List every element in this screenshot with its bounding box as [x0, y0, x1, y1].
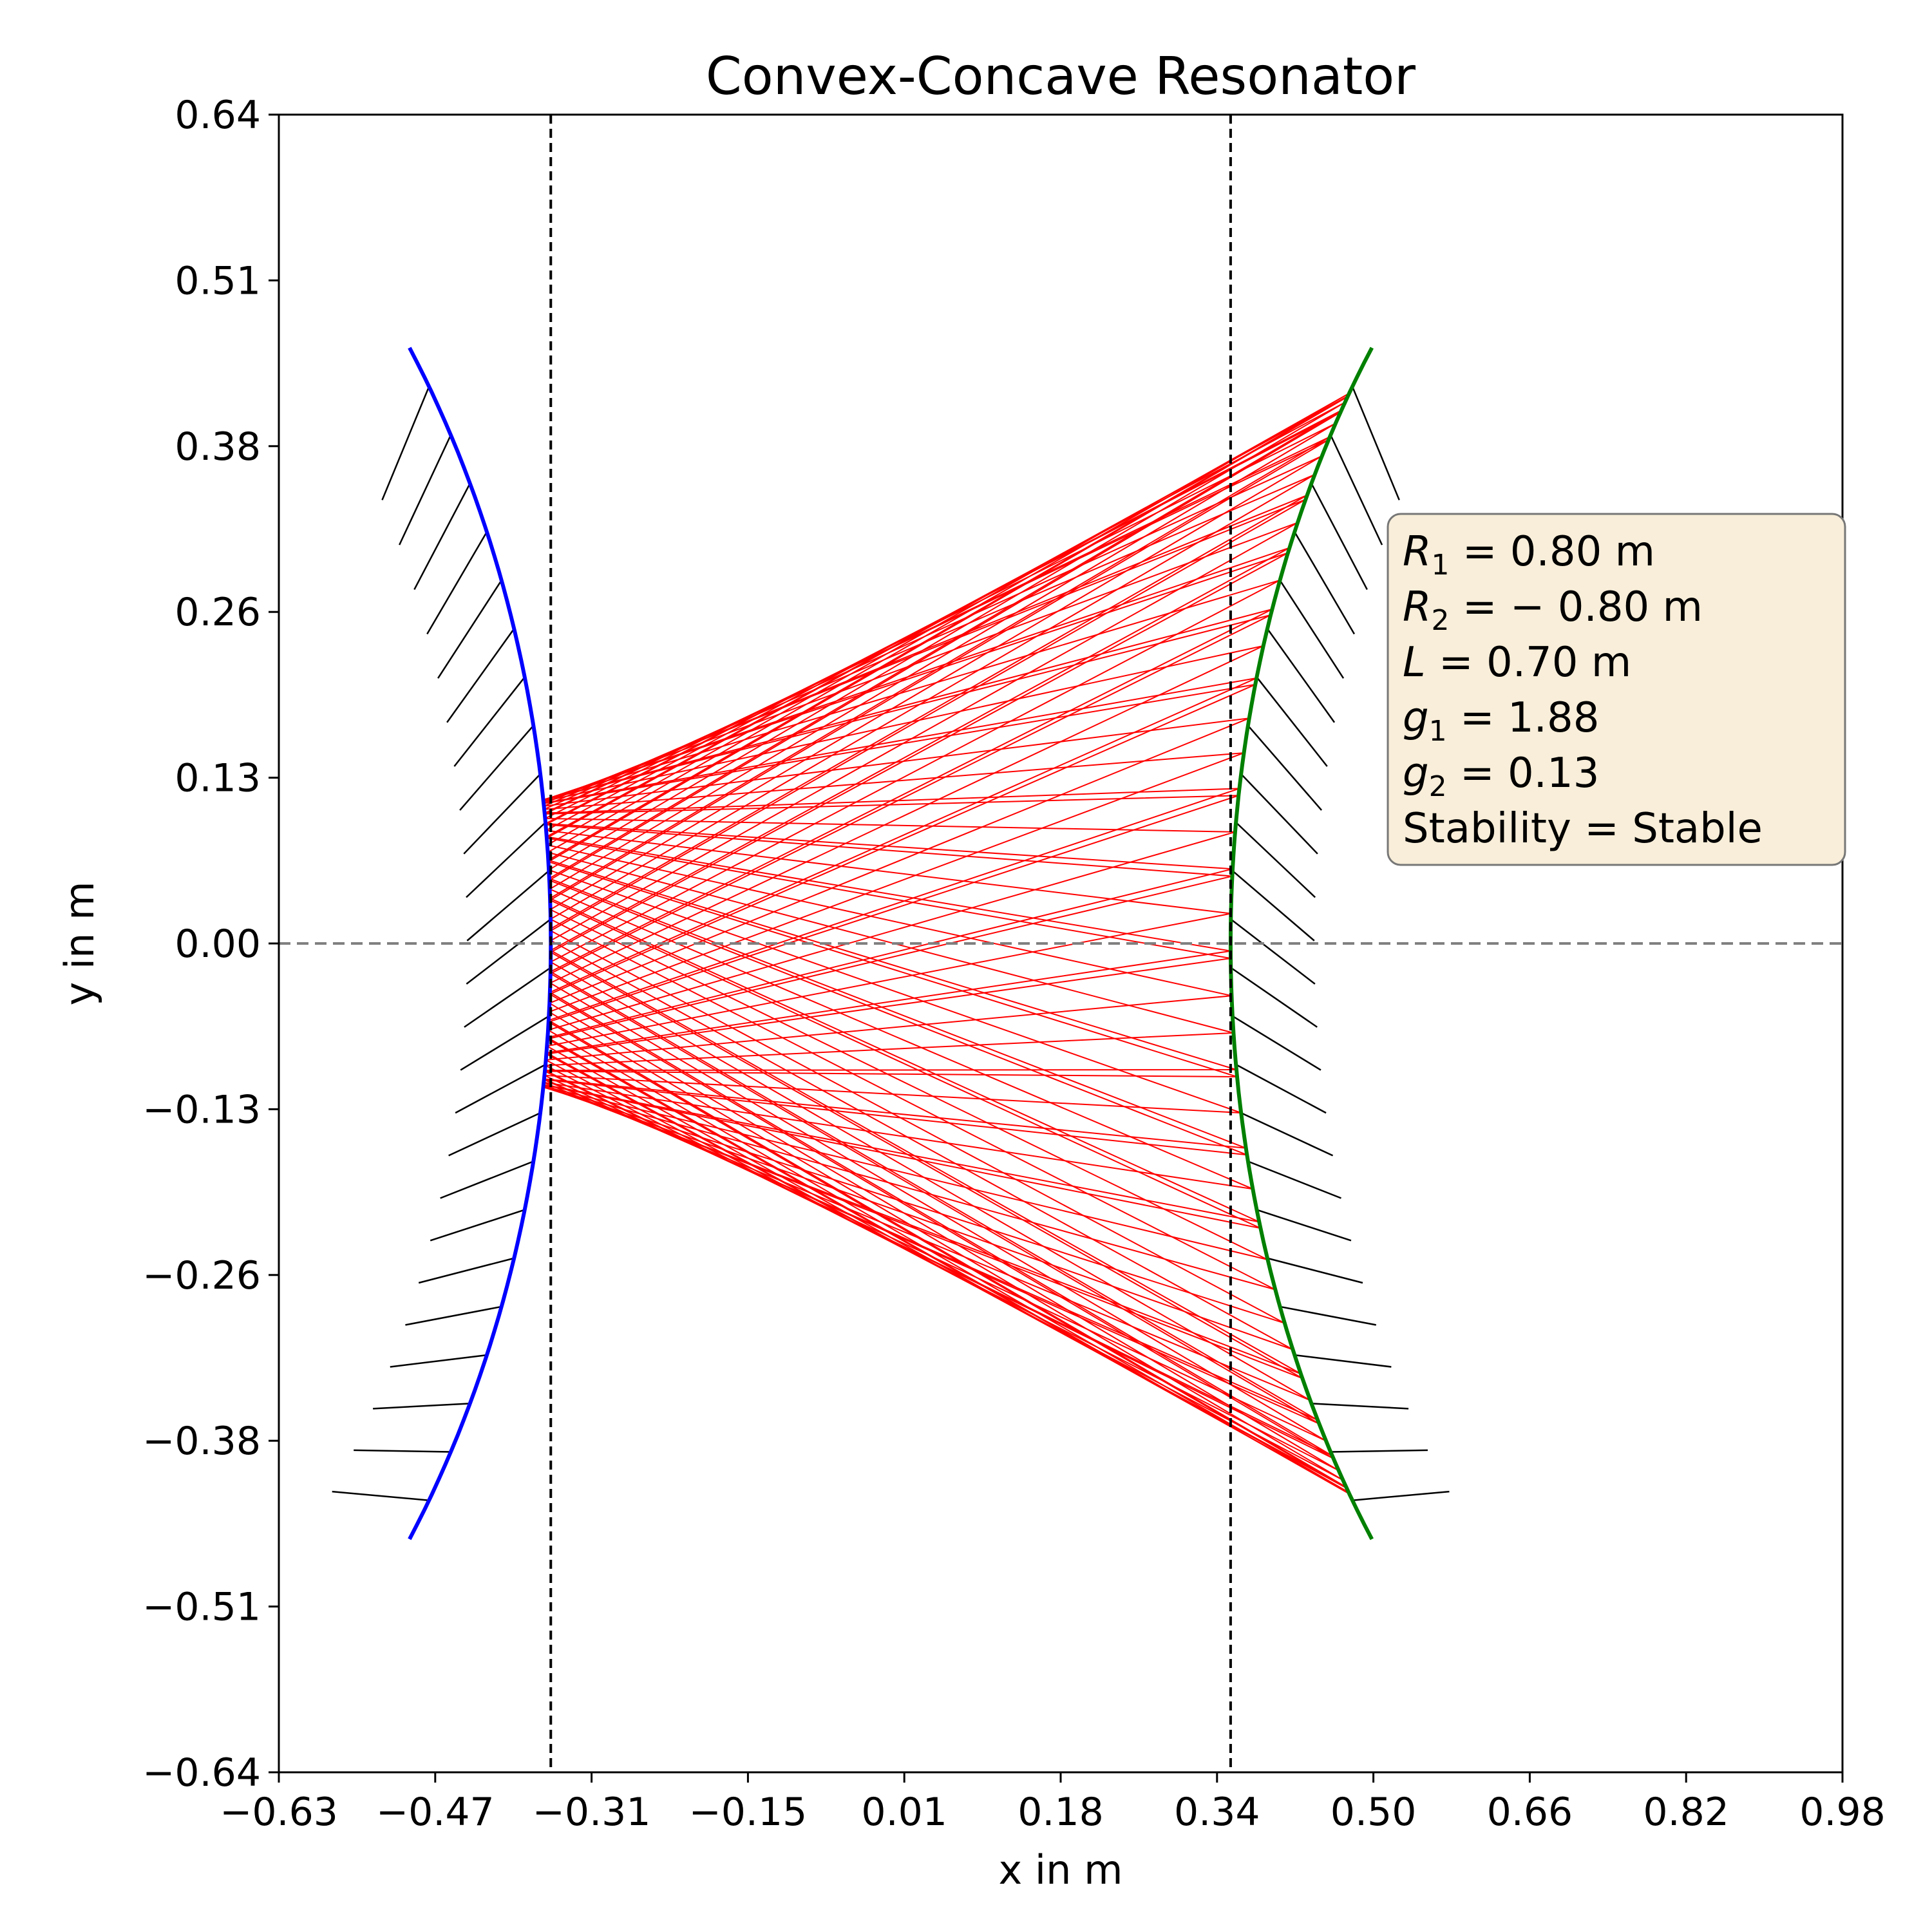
mirror-1-hatch — [464, 967, 551, 1028]
info-box-background — [1387, 513, 1846, 866]
mirror-2-hatch — [1247, 724, 1323, 811]
x-tick-label: 0.66 — [1487, 1790, 1573, 1835]
x-tick-label: −0.31 — [533, 1790, 651, 1835]
mirror-1-hatch — [418, 1257, 515, 1284]
mirror-1-hatch — [453, 676, 526, 767]
x-tick-label: 0.98 — [1799, 1790, 1886, 1835]
mirror-1-hatch — [332, 1490, 430, 1501]
x-tick-label: −0.47 — [376, 1790, 495, 1835]
y-tick-label: 0.38 — [175, 424, 261, 469]
x-tick-label: 0.82 — [1643, 1790, 1729, 1835]
mirror-2-hatch — [1311, 483, 1368, 591]
mirror-1-hatch — [446, 628, 515, 723]
mirror-2-hatch — [1351, 386, 1400, 500]
info-line: g2 = 0.13 — [1403, 750, 1599, 803]
mirror-1-hatch — [437, 580, 502, 679]
mirror-2-hatch — [1232, 1015, 1321, 1071]
info-line: Stability = Stable — [1403, 805, 1763, 853]
mirror-1-hatch — [430, 1209, 526, 1242]
x-tick-label: −0.15 — [688, 1790, 807, 1835]
y-tick-label: 0.26 — [175, 590, 261, 635]
mirror-1-hatch — [463, 773, 541, 855]
mirror-2-hatch — [1352, 1490, 1450, 1501]
y-tick-label: 0.64 — [175, 93, 261, 138]
mirror-1-hatch — [354, 1449, 451, 1453]
mirror-2-hatch — [1256, 676, 1328, 767]
y-tick-label: 0.00 — [175, 922, 261, 967]
mirror-2-hatch — [1294, 531, 1356, 635]
mirror-1-hatch — [466, 870, 550, 942]
mirror-1-hatch — [399, 434, 452, 545]
x-tick-label: 0.18 — [1018, 1790, 1104, 1835]
mirror-1-hatch — [440, 1160, 534, 1199]
y-tick-label: −0.13 — [142, 1087, 261, 1132]
mirror-2-hatch — [1230, 918, 1316, 985]
mirror-2-hatch — [1267, 1257, 1363, 1284]
y-tick-label: 0.13 — [175, 756, 261, 801]
mirror-1-hatch — [455, 1063, 546, 1114]
mirror-2-hatch — [1294, 1354, 1392, 1368]
x-tick-label: −0.63 — [220, 1790, 338, 1835]
y-axis-ticks: 0.64 0.51 0.38 0.26 0.13 0.00 −0.13 −0.26 −0.38 −… — [142, 93, 279, 1795]
mirror-1-hatch — [448, 1112, 541, 1157]
x-tick-label: 0.01 — [861, 1790, 947, 1835]
mirror-2-hatch — [1240, 1112, 1334, 1157]
mirror-2-hatch — [1235, 1063, 1327, 1114]
mirror-1-hatch — [459, 724, 535, 811]
info-line: g1 = 1.88 — [1403, 694, 1599, 748]
info-line: L = 0.70 m — [1403, 639, 1631, 687]
y-tick-label: −0.51 — [142, 1585, 261, 1630]
info-line: R2 = − 0.80 m — [1403, 583, 1703, 637]
mirror-2-hatch — [1240, 773, 1318, 855]
mirror-2-hatch — [1232, 870, 1315, 942]
info-line: R1 = 0.80 m — [1403, 528, 1655, 582]
x-axis-ticks: −0.63 −0.47 −0.31 −0.15 0.01 0.18 0.34 0.50 0.66… — [220, 1772, 1886, 1835]
mirror-2-hatch — [1280, 1305, 1376, 1326]
mirror-1-hatch — [466, 918, 551, 985]
y-tick-label: −0.26 — [142, 1253, 261, 1298]
mirror-2-hatch — [1256, 1209, 1352, 1242]
mirror-1-hatch — [405, 1305, 502, 1326]
mirror-1-hatch — [426, 531, 488, 635]
y-tick-label: −0.38 — [142, 1419, 261, 1464]
x-tick-label: 0.50 — [1331, 1790, 1417, 1835]
mirror-1-hatch — [460, 1015, 549, 1071]
y-tick-label: 0.51 — [175, 258, 261, 303]
mirror-2-hatch — [1331, 1449, 1428, 1453]
chart-title: Convex-Concave Resonator — [706, 46, 1416, 106]
x-axis-label: x in m — [998, 1846, 1122, 1893]
mirror-1-hatch — [466, 822, 546, 898]
mirror-1-hatch — [413, 483, 471, 591]
mirror-2-hatch — [1247, 1160, 1341, 1199]
y-tick-label: −0.64 — [142, 1750, 261, 1795]
mirror-2-hatch — [1266, 628, 1336, 723]
mirror-2-hatch — [1235, 822, 1316, 898]
mirror-2-hatch — [1311, 1403, 1409, 1410]
mirror-2-hatch — [1230, 967, 1318, 1028]
reference-lines — [279, 115, 1842, 1772]
info-lines: R1 = 0.80 mR2 = − 0.80 mL = 0.70 m g1 = 1… — [1403, 528, 1763, 853]
mirror-1-hatch — [373, 1403, 470, 1410]
mirror-1-hatch — [390, 1354, 488, 1368]
mirror-1-hatch — [381, 386, 430, 500]
mirror-2-hatch — [1279, 580, 1345, 679]
y-axis-label: y in m — [56, 881, 103, 1005]
parameter-info-box: R1 = 0.80 mR2 = − 0.80 mL = 0.70 m g1 = 1… — [1387, 513, 1846, 866]
mirror-2-hatch — [1330, 434, 1383, 545]
x-tick-label: 0.34 — [1174, 1790, 1260, 1835]
mirror-hatching — [332, 386, 1450, 1501]
